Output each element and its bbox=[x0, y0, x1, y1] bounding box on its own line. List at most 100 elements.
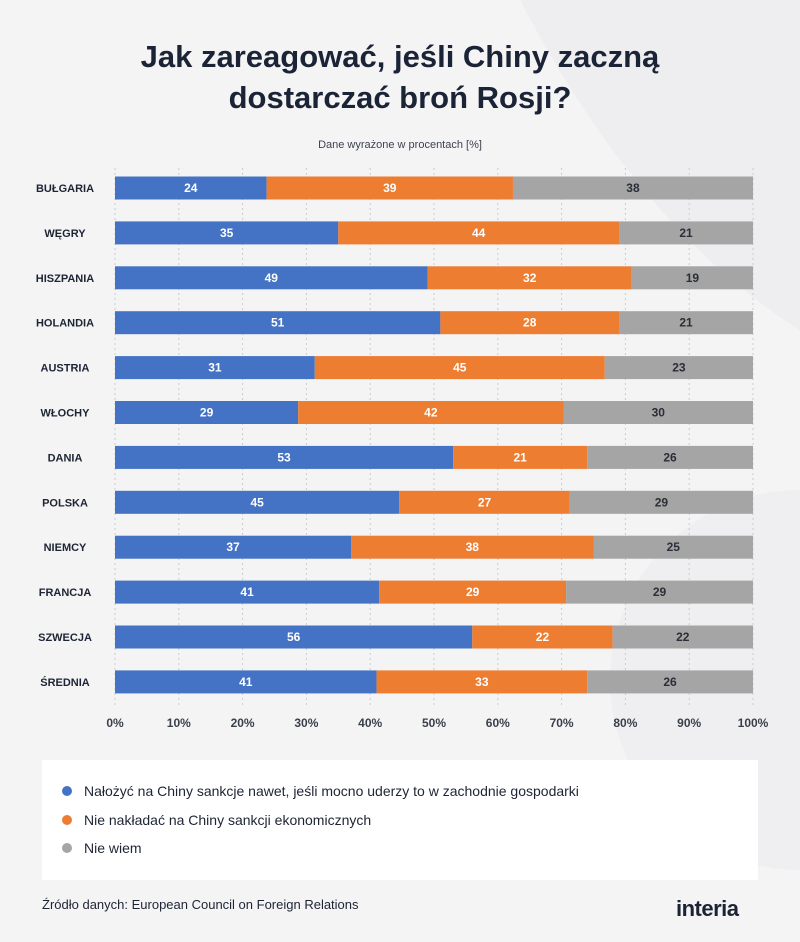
bar-segment bbox=[351, 535, 594, 559]
bar-segment bbox=[115, 401, 299, 424]
category-label: HOLANDIA bbox=[36, 318, 94, 330]
chart-title: Jak zareagować, jeśli Chiny zaczną dosta… bbox=[0, 36, 800, 118]
bar-segment bbox=[115, 490, 400, 514]
bar-segment bbox=[593, 535, 753, 559]
bar-segment bbox=[115, 445, 454, 469]
data-label: 30 bbox=[652, 406, 666, 420]
data-label: 29 bbox=[466, 585, 480, 599]
x-tick-label: 0% bbox=[106, 716, 124, 730]
x-tick-label: 30% bbox=[294, 716, 318, 730]
bar-segment bbox=[563, 401, 753, 424]
data-label: 33 bbox=[475, 675, 489, 689]
legend-dot-sanctions bbox=[62, 786, 72, 797]
bar-segment bbox=[427, 266, 632, 290]
bar-segment bbox=[115, 535, 352, 559]
data-label: 25 bbox=[667, 540, 681, 554]
bar-segment bbox=[115, 580, 380, 604]
bar-segment bbox=[453, 445, 588, 469]
category-label: HISZPANIA bbox=[36, 273, 95, 285]
data-label: 32 bbox=[523, 271, 537, 285]
data-label: 21 bbox=[679, 226, 693, 240]
legend-item-no-sanctions: Nie nakładać na Chiny sankcji ekonomiczn… bbox=[62, 806, 758, 835]
interia-logo: interia bbox=[676, 896, 739, 921]
category-label: ŚREDNIA bbox=[40, 676, 90, 689]
bar-segment bbox=[115, 625, 473, 649]
data-label: 26 bbox=[663, 675, 677, 689]
data-label: 51 bbox=[271, 316, 285, 330]
legend-dot-dont-know bbox=[62, 843, 72, 854]
data-label: 35 bbox=[220, 226, 234, 240]
chart-subtitle: Dane wyrażone w procentach [%] bbox=[318, 139, 482, 151]
data-label: 45 bbox=[453, 361, 467, 375]
category-label: WĘGRY bbox=[44, 228, 86, 240]
data-label: 21 bbox=[679, 316, 693, 330]
bar-segment bbox=[115, 356, 315, 380]
legend-dot-no-sanctions bbox=[62, 814, 72, 825]
legend-label-dont-know: Nie wiem bbox=[84, 840, 142, 857]
bar-segment bbox=[619, 221, 753, 245]
bar-segment bbox=[115, 670, 377, 694]
bar-segment bbox=[399, 490, 570, 514]
bar-segment bbox=[587, 445, 753, 469]
bar-segment bbox=[338, 221, 620, 245]
data-label: 49 bbox=[265, 271, 279, 285]
data-label: 24 bbox=[184, 181, 198, 195]
data-label: 29 bbox=[653, 585, 667, 599]
data-label: 38 bbox=[626, 181, 640, 195]
data-label: 22 bbox=[676, 630, 690, 644]
bar-segment bbox=[512, 176, 753, 200]
bar-segment bbox=[587, 670, 753, 694]
chart-title-line-2: dostarczać broń Rosji? bbox=[228, 80, 572, 115]
data-label: 21 bbox=[513, 450, 527, 464]
x-tick-label: 90% bbox=[677, 716, 701, 730]
bar-segment bbox=[440, 311, 620, 335]
bar-segment bbox=[376, 670, 588, 694]
data-label: 27 bbox=[478, 495, 492, 509]
data-label: 39 bbox=[383, 181, 397, 195]
data-label: 44 bbox=[472, 226, 486, 240]
data-label: 22 bbox=[536, 630, 550, 644]
category-label: POLSKA bbox=[42, 497, 88, 509]
data-label: 45 bbox=[250, 495, 264, 509]
category-label: SZWECJA bbox=[38, 632, 92, 644]
x-tick-label: 10% bbox=[167, 716, 191, 730]
data-label: 42 bbox=[424, 406, 438, 420]
legend-label-no-sanctions: Nie nakładać na Chiny sankcji ekonomiczn… bbox=[84, 811, 372, 828]
bar-segment bbox=[115, 266, 428, 290]
data-label: 41 bbox=[239, 675, 253, 689]
bar-segment bbox=[566, 580, 753, 604]
legend-label-sanctions: Nałożyć na Chiny sankcje nawet, jeśli mo… bbox=[84, 783, 579, 800]
data-label: 38 bbox=[466, 540, 480, 554]
data-source: Źródło danych: European Council on Forei… bbox=[42, 897, 359, 912]
data-label: 31 bbox=[208, 361, 222, 375]
data-label: 29 bbox=[200, 406, 214, 420]
bar-segment bbox=[266, 176, 513, 200]
x-tick-label: 100% bbox=[738, 716, 769, 730]
bar-segment bbox=[314, 356, 605, 380]
legend: Nałożyć na Chiny sankcje nawet, jeśli mo… bbox=[42, 760, 758, 880]
data-label: 26 bbox=[663, 450, 677, 464]
category-label: FRANCJA bbox=[39, 587, 92, 599]
legend-item-dont-know: Nie wiem bbox=[62, 834, 758, 863]
data-label: 56 bbox=[287, 630, 301, 644]
category-label: NIEMCY bbox=[44, 542, 87, 554]
x-tick-label: 40% bbox=[358, 716, 382, 730]
category-label: WŁOCHY bbox=[41, 408, 91, 420]
data-label: 29 bbox=[655, 495, 669, 509]
chart-title-line-1: Jak zareagować, jeśli Chiny zaczną bbox=[140, 39, 660, 74]
bar-segment bbox=[115, 311, 441, 335]
bar-segment bbox=[115, 221, 339, 245]
data-label: 37 bbox=[226, 540, 240, 554]
bar-segment bbox=[115, 176, 267, 200]
x-tick-label: 20% bbox=[231, 716, 255, 730]
x-tick-label: 60% bbox=[486, 716, 510, 730]
x-tick-label: 80% bbox=[613, 716, 637, 730]
category-label: BUŁGARIA bbox=[36, 183, 94, 195]
bar-segment bbox=[379, 580, 567, 604]
bar-segment bbox=[569, 490, 753, 514]
data-label: 28 bbox=[523, 316, 537, 330]
category-label: AUSTRIA bbox=[41, 363, 90, 375]
legend-item-sanctions: Nałożyć na Chiny sankcje nawet, jeśli mo… bbox=[62, 777, 758, 806]
bar-segment bbox=[619, 311, 753, 335]
bar-segment bbox=[631, 266, 753, 290]
